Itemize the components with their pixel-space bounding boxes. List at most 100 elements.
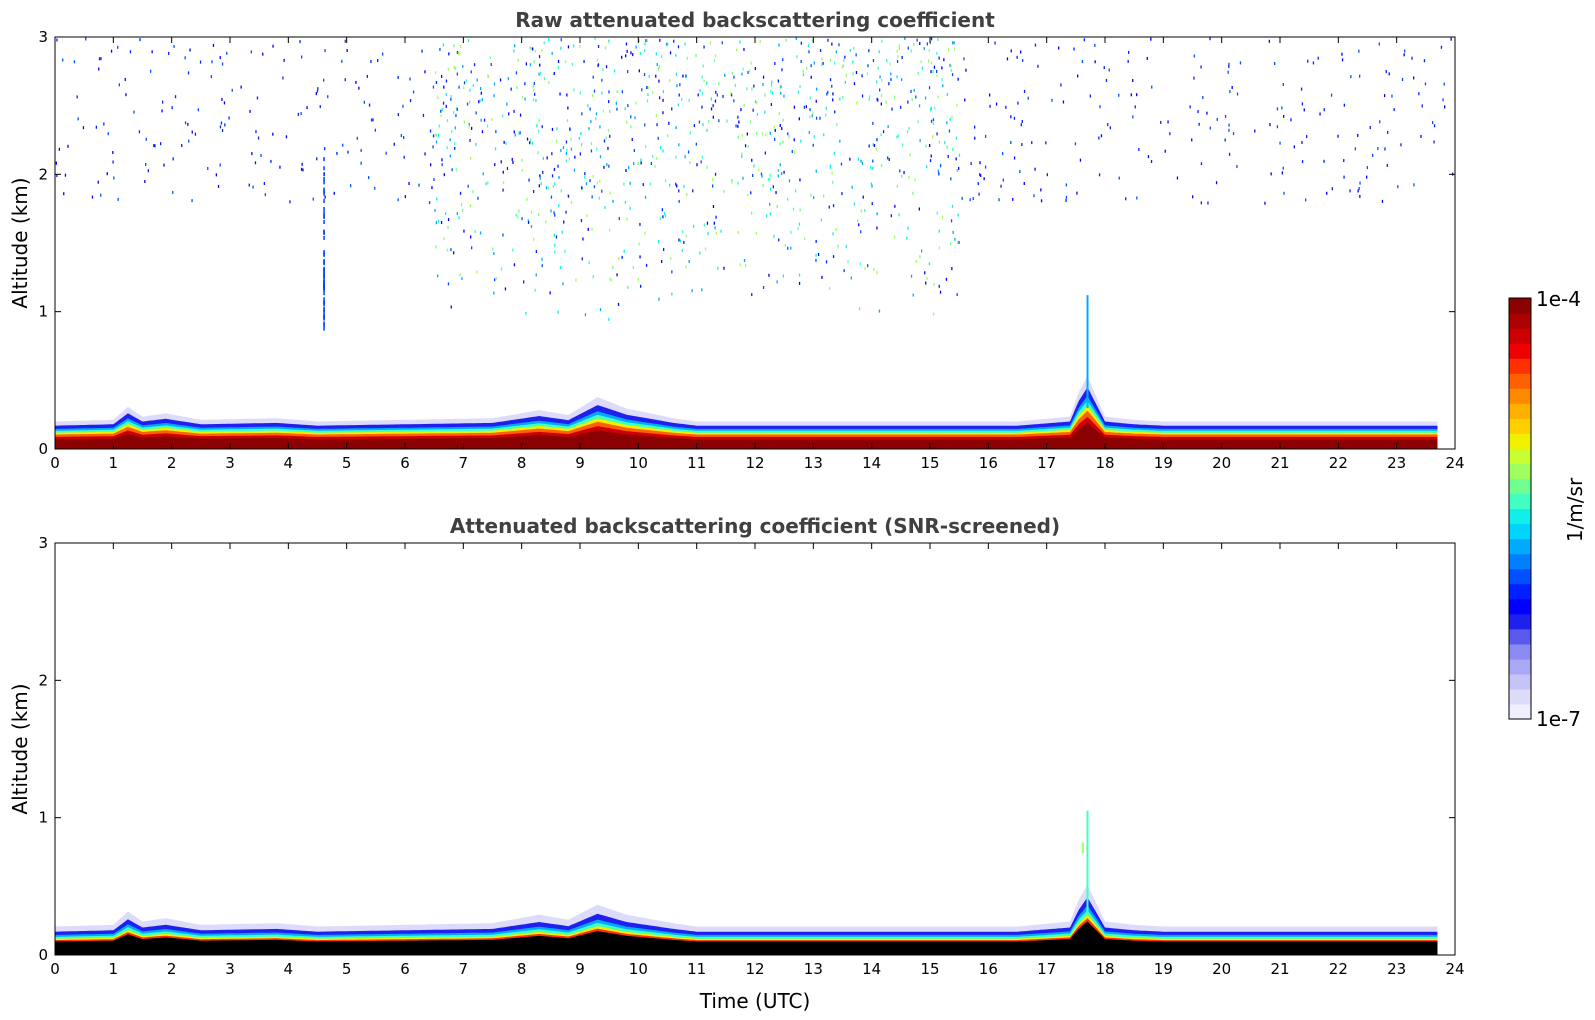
speckle-dot	[944, 141, 946, 145]
speckle-dot	[467, 184, 469, 188]
speckle-dot	[554, 213, 556, 217]
speckle-dot	[494, 278, 496, 282]
speckle-dot	[974, 125, 976, 129]
speckle-dot	[1228, 128, 1230, 132]
speckle-dot	[63, 192, 65, 196]
speckle-dot	[798, 222, 801, 226]
speckle-dot	[870, 182, 873, 186]
speckle-dot	[810, 75, 812, 79]
speckle-dot	[831, 84, 833, 88]
streak-dot	[323, 297, 325, 302]
speckle-dot	[639, 222, 641, 226]
speckle-dot	[282, 76, 284, 80]
speckle-dot	[945, 277, 948, 281]
speckle-dot	[893, 95, 896, 99]
speckle-dot	[560, 189, 562, 193]
speckle-dot	[958, 166, 960, 170]
speckle-dot	[817, 253, 820, 256]
speckle-dot	[530, 224, 533, 228]
speckle-dot	[948, 48, 950, 52]
speckle-dot	[590, 120, 592, 124]
speckle-dot	[836, 122, 838, 126]
speckle-dot	[756, 101, 758, 105]
colorbar-step	[1509, 373, 1531, 389]
speckle-dot	[584, 172, 586, 176]
speckle-dot	[139, 38, 141, 42]
speckle-dot	[191, 199, 193, 203]
speckle-dot	[581, 112, 583, 116]
speckle-dot	[850, 276, 852, 280]
colorbar-step	[1509, 388, 1531, 404]
x-tick-label: 1	[109, 454, 119, 472]
speckle-dot	[1276, 107, 1279, 111]
speckle-dot	[596, 58, 598, 62]
speckle-dot	[515, 71, 518, 75]
speckle-dot	[382, 52, 384, 56]
speckle-dot	[1012, 197, 1014, 201]
speckle-dot	[800, 139, 802, 143]
streak-dot	[323, 287, 325, 292]
speckle-dot	[832, 180, 834, 184]
speckle-dot	[913, 88, 915, 92]
x-tick-label: 13	[804, 960, 823, 978]
speckle-dot	[587, 227, 589, 231]
speckle-dot	[513, 109, 515, 113]
speckle-dot	[579, 44, 581, 48]
speckle-dot	[1128, 50, 1130, 54]
speckle-dot	[720, 229, 722, 233]
speckle-dot	[952, 147, 954, 151]
speckle-dot	[599, 179, 601, 183]
speckle-dot	[581, 186, 583, 190]
speckle-dot	[1343, 103, 1345, 107]
speckle-dot	[461, 208, 464, 212]
colorbar-min-label: 1e-7	[1536, 707, 1581, 731]
speckle-dot	[1010, 49, 1012, 53]
streak-dot	[323, 177, 325, 181]
speckle-dot	[493, 252, 495, 255]
speckle-dot	[646, 99, 649, 103]
speckle-dot	[716, 93, 718, 97]
speckle-dot	[450, 305, 452, 309]
speckle-dot	[240, 85, 242, 89]
speckle-dot	[424, 152, 426, 156]
speckle-dot	[706, 221, 709, 225]
speckle-dot	[601, 189, 603, 193]
speckle-dot	[91, 195, 94, 199]
speckle-dot	[872, 167, 874, 170]
speckle-dot	[625, 169, 627, 172]
speckle-dot	[758, 168, 760, 172]
speckle-dot	[956, 169, 958, 172]
speckle-dot	[181, 144, 183, 147]
speckle-dot	[1022, 59, 1024, 62]
speckle-dot	[444, 212, 447, 216]
speckle-dot	[703, 223, 705, 227]
speckle-dot	[753, 84, 755, 88]
panel-screened-title: Attenuated backscattering coefficient (S…	[450, 514, 1060, 538]
speckle-dot	[797, 90, 800, 94]
speckle-dot	[435, 133, 437, 137]
speckle-dot	[787, 197, 789, 201]
speckle-dot	[1228, 152, 1231, 156]
speckle-dot	[449, 154, 451, 158]
speckle-dot	[590, 149, 593, 153]
speckle-dot	[871, 184, 873, 188]
speckle-dot	[475, 142, 477, 146]
speckle-dot	[1062, 100, 1065, 104]
speckle-dot	[701, 288, 703, 292]
speckle-dot	[460, 45, 462, 48]
speckle-dot	[124, 78, 126, 81]
speckle-dot	[807, 44, 810, 48]
speckle-dot	[463, 86, 465, 90]
speckle-dot	[441, 108, 443, 112]
speckle-dot	[880, 102, 882, 106]
speckle-dot	[550, 209, 552, 213]
speckle-dot	[219, 56, 221, 60]
speckle-dot	[1034, 167, 1036, 171]
speckle-dot	[635, 45, 637, 49]
speckle-dot	[1081, 60, 1084, 63]
speckle-dot	[564, 249, 566, 253]
speckle-dot	[852, 60, 854, 64]
speckle-dot	[864, 209, 866, 212]
streak-dot	[323, 326, 325, 331]
speckle-dot	[642, 183, 644, 187]
